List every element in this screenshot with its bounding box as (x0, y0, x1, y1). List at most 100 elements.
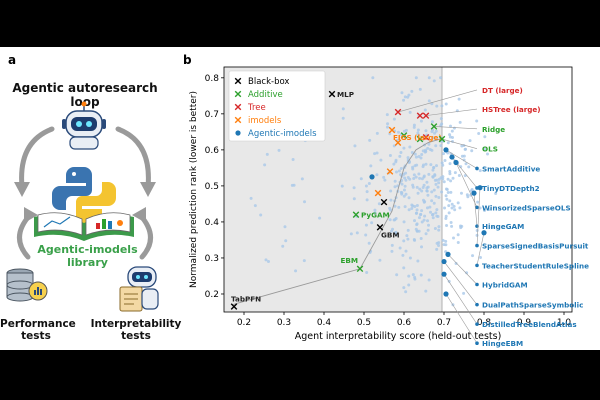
labeled-marker (471, 190, 477, 196)
callout-line (443, 274, 478, 325)
background-point (378, 258, 382, 262)
background-point (433, 173, 437, 177)
background-point (400, 182, 404, 186)
background-point (404, 192, 408, 196)
data-marker (400, 132, 408, 139)
callout-dot (475, 166, 479, 171)
background-point (450, 129, 454, 133)
background-point (424, 289, 428, 293)
background-point (393, 204, 397, 208)
y-tick-label: 0.8 (205, 74, 220, 84)
background-point (426, 146, 430, 150)
y-tick-label: 0.2 (205, 290, 219, 300)
background-point (371, 76, 375, 80)
plot-frame (223, 66, 573, 313)
background-point (423, 214, 427, 218)
background-point (412, 177, 416, 181)
callout-line (476, 187, 481, 246)
background-point (448, 170, 452, 174)
background-point (421, 165, 425, 169)
background-point (411, 185, 415, 189)
interpretability-tests-line1: Interpretability (90, 318, 182, 330)
library-label-line1: Agentic-imodels (37, 243, 138, 256)
callout-line (447, 254, 478, 285)
background-point (437, 177, 441, 181)
background-point (394, 233, 398, 237)
background-point (416, 128, 420, 132)
background-point (375, 131, 379, 135)
background-point (450, 206, 454, 210)
point-label: DT (large) (482, 86, 523, 95)
background-point (404, 178, 408, 182)
background-point (397, 205, 401, 209)
callout-line (473, 193, 478, 227)
background-point (407, 283, 411, 287)
background-point (402, 98, 406, 102)
background-point (444, 214, 448, 218)
background-point (431, 175, 435, 179)
figure-canvas: a Agentic autoresearch loop (0, 47, 600, 350)
background-point (406, 228, 410, 232)
labeled-marker (422, 112, 430, 119)
x-axis-label: Agent interpretability score (held-out t… (295, 331, 502, 342)
background-point (439, 117, 443, 121)
background-point (449, 124, 453, 128)
legend-box (228, 70, 326, 142)
background-point (377, 202, 381, 206)
point-label: PyGAM (361, 211, 390, 220)
background-point (483, 208, 487, 212)
background-point (373, 211, 377, 215)
background-point (448, 172, 452, 176)
labeled-marker (449, 154, 455, 160)
background-point (444, 216, 448, 220)
background-point (418, 187, 422, 191)
library-label-line2: library (67, 256, 108, 269)
background-point (422, 218, 426, 222)
background-point (364, 233, 368, 237)
callout-dot (475, 263, 479, 268)
background-point (416, 131, 420, 135)
background-point (408, 145, 412, 149)
legend-marker (235, 130, 241, 136)
background-point (359, 177, 363, 181)
background-point (419, 236, 423, 240)
background-point (408, 256, 412, 260)
background-point (411, 167, 415, 171)
background-point (405, 234, 409, 238)
callout-line (433, 126, 478, 130)
background-point (459, 226, 463, 230)
background-point (468, 139, 472, 143)
background-point (456, 240, 460, 244)
background-point (444, 239, 448, 243)
background-point (395, 273, 399, 277)
background-point (413, 219, 417, 223)
background-point (415, 208, 419, 212)
point-label: TeacherStudentRuleSpline (482, 261, 589, 270)
background-point (462, 158, 466, 162)
background-point (365, 190, 369, 194)
labeled-marker (376, 224, 384, 231)
background-point (402, 188, 406, 192)
background-point (388, 153, 392, 157)
point-label: HingeEBM (482, 339, 523, 348)
background-point (439, 124, 443, 128)
background-point (385, 125, 389, 129)
point-label: Ridge (482, 125, 505, 134)
background-point (432, 79, 436, 83)
y-tick-label: 0.4 (205, 218, 220, 228)
background-point (494, 191, 498, 195)
background-point (416, 259, 420, 263)
legend-label: imodels (248, 116, 282, 126)
callout-dot (475, 243, 479, 248)
data-marker (374, 189, 382, 197)
background-point (281, 244, 285, 248)
background-point (266, 260, 270, 264)
background-point (402, 146, 406, 150)
callout-dot (475, 282, 479, 287)
background-point (302, 259, 306, 263)
background-point (436, 185, 440, 189)
background-point (353, 144, 357, 148)
background-point (447, 204, 451, 208)
background-point (414, 76, 418, 80)
background-point (412, 123, 416, 127)
